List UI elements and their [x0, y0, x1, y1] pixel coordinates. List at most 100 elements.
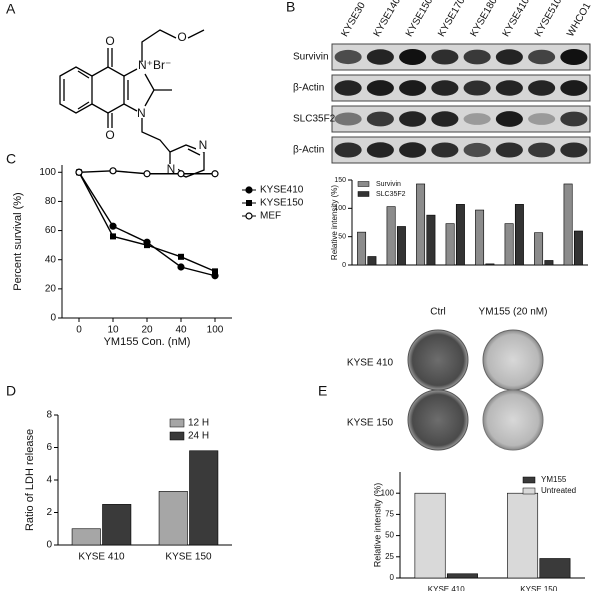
y-tick-label: 40: [45, 254, 57, 265]
bar: [189, 450, 219, 546]
y-tick-label: 60: [45, 225, 57, 236]
marker: [211, 170, 219, 178]
plate-images: Ctrl YM155 (20 nM) KYSE 410 KYSE 150: [347, 307, 547, 451]
blot-band: [334, 80, 362, 96]
y-tick-label: 100: [381, 488, 395, 497]
legend-swatch: [522, 487, 536, 495]
y-tick-label: 75: [385, 510, 394, 519]
marker: [245, 212, 253, 220]
y-tick-label: 2: [46, 507, 52, 518]
y-tick-label: 0: [50, 313, 56, 324]
bar: [514, 204, 524, 266]
bar: [446, 573, 478, 579]
x-tick-label: KYSE 150: [520, 585, 557, 591]
blot-band: [334, 49, 362, 65]
marker: [109, 222, 117, 230]
panel-label: B: [286, 0, 295, 15]
lane-label: KYSE180: [468, 0, 499, 39]
bar: [445, 223, 455, 266]
plate: [482, 389, 544, 451]
row-label: KYSE 150: [347, 418, 394, 429]
marker: [212, 268, 218, 275]
y-axis-label: Ratio of LDH release: [24, 429, 36, 531]
blot-band: [528, 49, 556, 65]
blot-band: [495, 142, 523, 158]
marker: [110, 233, 116, 240]
line: [78, 171, 216, 277]
blot-band: [528, 80, 556, 96]
line: [78, 171, 216, 273]
legend-swatch: [357, 181, 370, 187]
blot-band: [431, 142, 459, 158]
blot-band: [431, 49, 459, 65]
blot-band: [463, 80, 491, 96]
blot-band: [399, 142, 427, 158]
lane-label: KYSE150: [404, 0, 435, 39]
bar: [539, 558, 571, 579]
row-label: KYSE 410: [347, 358, 394, 369]
y-axis-label: Relative intensity (%): [330, 185, 339, 260]
atom-label: N: [137, 106, 146, 120]
bar: [485, 263, 495, 266]
blot-band: [528, 113, 556, 125]
legend-swatch: [169, 418, 185, 428]
row-label: β-Actin: [293, 145, 324, 156]
blot-band: [366, 142, 394, 158]
plate: [482, 329, 544, 391]
atom-label: O: [105, 34, 114, 48]
blot-band: [463, 142, 491, 158]
bar: [396, 226, 406, 266]
x-tick-label: 10: [107, 325, 119, 336]
y-axis-label: Relative intensity (%): [372, 483, 382, 568]
blot-band: [495, 111, 523, 127]
lane-label: KYSE170: [436, 0, 467, 39]
lane-label: KYSE410: [501, 0, 532, 39]
blot-band: [399, 80, 427, 96]
legend-label: Survivin: [376, 181, 401, 188]
blot-band: [528, 142, 556, 158]
row-label: SLC35F2: [293, 114, 336, 125]
y-tick-label: 50: [385, 531, 394, 540]
plate: [407, 329, 469, 391]
x-tick-label: 0: [76, 325, 82, 336]
y-tick-label: 25: [385, 552, 394, 561]
marker: [178, 253, 184, 260]
molecule: O O N⁺Br⁻ N N N O: [59, 29, 210, 178]
legend-label: KYSE410: [260, 185, 304, 196]
y-tick-label: 50: [338, 234, 346, 241]
x-tick-label: KYSE 150: [165, 552, 212, 563]
legend-label: MEF: [260, 211, 281, 222]
y-tick-label: 150: [334, 177, 346, 184]
bar: [426, 214, 436, 266]
bar: [563, 183, 573, 266]
atom-label: O: [177, 30, 186, 44]
y-axis-label: Percent survival (%): [12, 192, 24, 290]
blot-band: [431, 80, 459, 96]
x-tick-label: 100: [207, 325, 224, 336]
bar: [534, 232, 544, 266]
blot-band: [366, 80, 394, 96]
panel-label: E: [318, 383, 327, 399]
y-tick-label: 6: [46, 442, 52, 453]
y-tick-label: 8: [46, 410, 52, 421]
legend-label: Untreated: [541, 486, 576, 495]
y-tick-label: 0: [342, 262, 346, 269]
blot-band: [431, 111, 459, 127]
x-tick-label: KYSE 410: [428, 585, 465, 591]
x-tick-label: 40: [175, 325, 187, 336]
blot-band: [334, 142, 362, 158]
x-axis-label: YM155 Con. (nM): [104, 336, 191, 348]
lane-label: KYSE140: [372, 0, 403, 39]
blot-band: [560, 142, 588, 158]
legend-label: 12 H: [188, 418, 209, 429]
legend-swatch: [169, 431, 185, 441]
atom-label: N: [167, 162, 176, 176]
blot-band: [366, 49, 394, 65]
blot-band: [560, 111, 588, 127]
x-tick-label: 20: [141, 325, 153, 336]
blot-band: [495, 49, 523, 65]
lane-label: KYSE30: [339, 0, 368, 39]
blot-band: [560, 49, 588, 65]
marker: [177, 170, 185, 178]
